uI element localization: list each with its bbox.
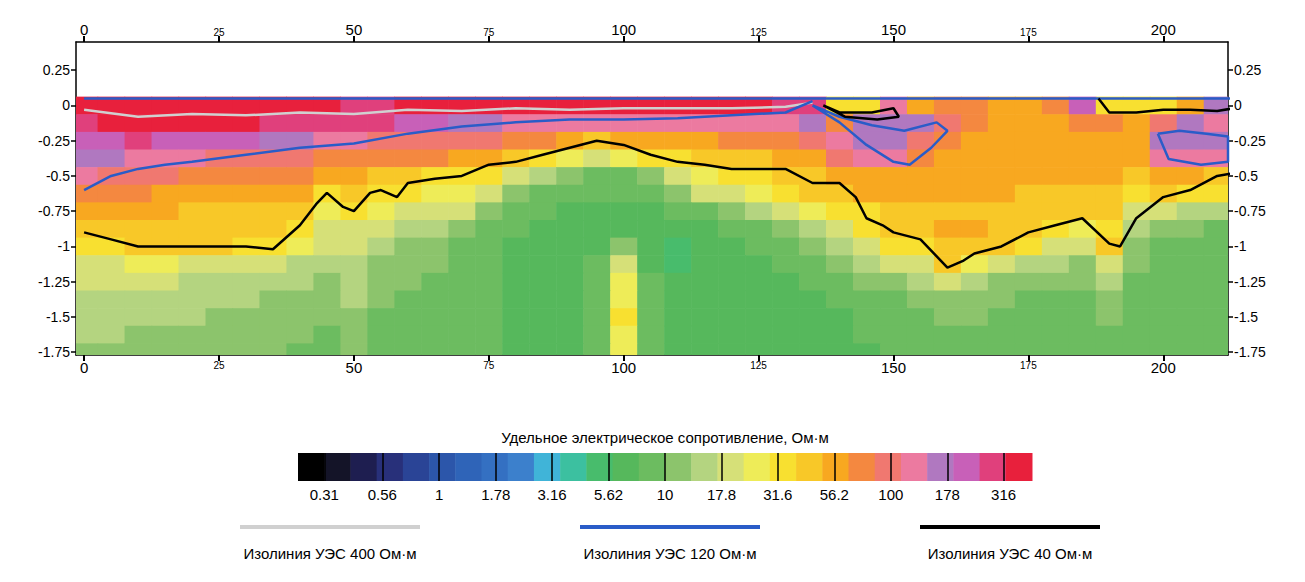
svg-text:0: 0 [80, 21, 88, 38]
svg-text:25: 25 [213, 27, 225, 38]
svg-text:50: 50 [346, 21, 363, 38]
svg-text:25: 25 [213, 360, 225, 371]
svg-text:-0.25: -0.25 [1234, 133, 1266, 149]
svg-text:-1: -1 [58, 238, 71, 254]
svg-text:0: 0 [62, 97, 70, 113]
svg-text:3.16: 3.16 [537, 486, 566, 503]
svg-text:-0.5: -0.5 [1234, 168, 1258, 184]
svg-text:175: 175 [1020, 27, 1037, 38]
svg-text:100: 100 [611, 21, 636, 38]
svg-text:Изолиния УЭС 40 Ом·м: Изолиния УЭС 40 Ом·м [928, 545, 1093, 562]
svg-text:-0.75: -0.75 [1234, 203, 1266, 219]
svg-text:75: 75 [483, 27, 495, 38]
svg-text:-1.75: -1.75 [1234, 344, 1266, 360]
svg-text:0: 0 [80, 359, 88, 376]
svg-text:75: 75 [483, 360, 495, 371]
svg-text:17.8: 17.8 [707, 486, 736, 503]
svg-text:Удельное электрическое сопроти: Удельное электрическое сопротивление, Ом… [501, 429, 829, 446]
svg-text:-1.25: -1.25 [1234, 274, 1266, 290]
svg-text:178: 178 [935, 486, 960, 503]
svg-text:0.31: 0.31 [310, 486, 339, 503]
svg-text:175: 175 [1020, 360, 1037, 371]
svg-text:-0.75: -0.75 [38, 203, 70, 219]
svg-text:-0.5: -0.5 [46, 168, 70, 184]
svg-text:0.56: 0.56 [368, 486, 397, 503]
svg-text:10: 10 [657, 486, 674, 503]
svg-text:0.25: 0.25 [43, 62, 70, 78]
svg-text:316: 316 [991, 486, 1016, 503]
svg-text:-1: -1 [1234, 238, 1247, 254]
svg-text:-0.25: -0.25 [38, 133, 70, 149]
svg-text:-1.25: -1.25 [38, 274, 70, 290]
svg-text:150: 150 [881, 21, 906, 38]
svg-text:0: 0 [1234, 97, 1242, 113]
svg-text:1: 1 [435, 486, 443, 503]
svg-text:125: 125 [750, 360, 767, 371]
svg-text:56.2: 56.2 [820, 486, 849, 503]
svg-text:-1.75: -1.75 [38, 344, 70, 360]
svg-text:Изолиния УЭС 400 Ом·м: Изолиния УЭС 400 Ом·м [243, 545, 416, 562]
svg-text:200: 200 [1151, 359, 1176, 376]
svg-text:1.78: 1.78 [481, 486, 510, 503]
svg-text:0.25: 0.25 [1234, 62, 1261, 78]
svg-text:Изолиния УЭС 120 Ом·м: Изолиния УЭС 120 Ом·м [583, 545, 756, 562]
svg-text:50: 50 [346, 359, 363, 376]
svg-text:-1.5: -1.5 [46, 309, 70, 325]
svg-text:5.62: 5.62 [594, 486, 623, 503]
svg-text:150: 150 [881, 359, 906, 376]
svg-text:-1.5: -1.5 [1234, 309, 1258, 325]
svg-text:100: 100 [878, 486, 903, 503]
svg-text:200: 200 [1151, 21, 1176, 38]
svg-text:100: 100 [611, 359, 636, 376]
svg-text:125: 125 [750, 27, 767, 38]
svg-text:31.6: 31.6 [763, 486, 792, 503]
